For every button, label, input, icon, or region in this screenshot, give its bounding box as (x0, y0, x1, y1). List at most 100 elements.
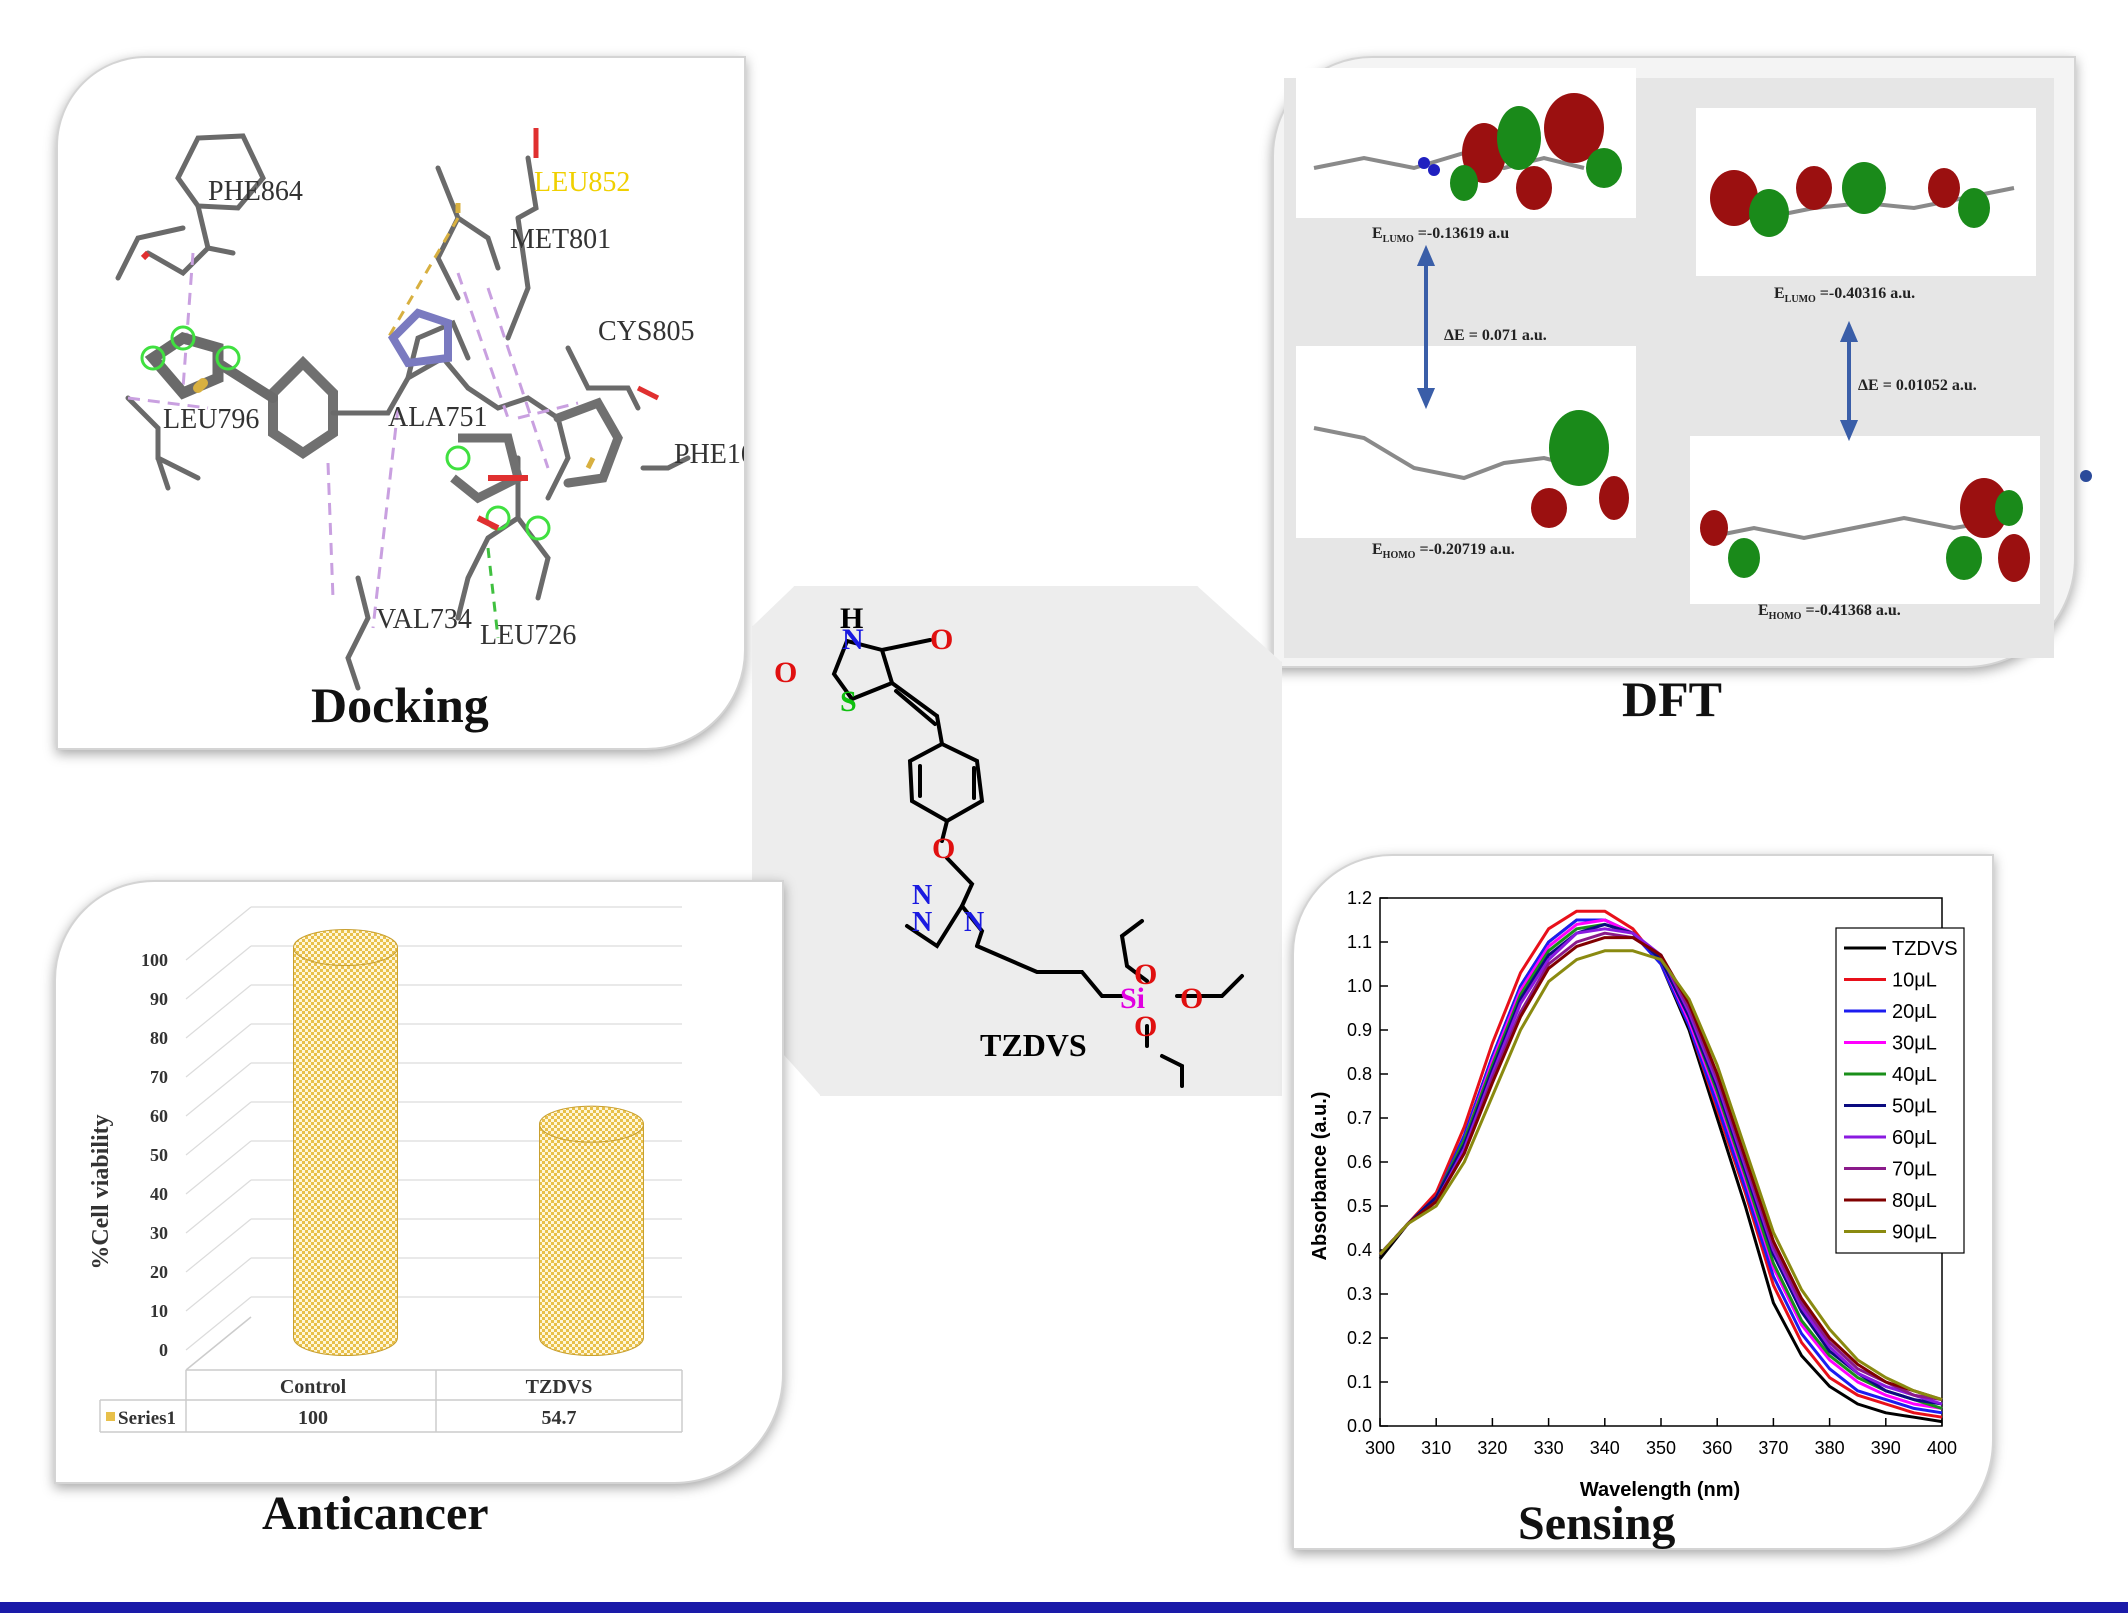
structure-name: TZDVS (980, 1027, 1087, 1063)
atom-s: S (840, 685, 857, 718)
anticancer-bar-top-control (293, 929, 398, 966)
anticancer-grid-diag (185, 1257, 252, 1312)
anticancer-panel: %Cell viability 0 10 20 30 40 50 60 70 80 90 100 C… (54, 880, 784, 1484)
residue-label-leu852: LEU852 (534, 167, 630, 198)
anticancer-grid-diag (185, 1179, 252, 1234)
anticancer-ylabel: %Cell viability (88, 1114, 114, 1269)
atom-o4: O (1134, 958, 1157, 991)
sensing-ylabel: Absorbance (a.u.) (1309, 1092, 1331, 1261)
sensing-ytick: 0.5 (1347, 1196, 1372, 1216)
docking-title: Docking (311, 677, 489, 733)
sensing-xtick: 320 (1477, 1438, 1507, 1458)
anticancer-chart: %Cell viability 0 10 20 30 40 50 60 70 80 90 100 C… (88, 906, 683, 1433)
sensing-xtick: 330 (1534, 1438, 1564, 1458)
atom-n1: N (842, 623, 864, 656)
residue-label-phe864: PHE864 (208, 176, 303, 207)
sensing-xtick: 370 (1758, 1438, 1788, 1458)
dft-right-lumo: -0.40316 a.u. (1829, 285, 1915, 302)
docking-panel: PHE864 LEU852 MET801 CYS805 LEU796 ALA75… (56, 56, 746, 750)
sensing-legend-label: 30μL (1892, 1033, 1937, 1055)
sensing-ytick: 0.7 (1347, 1108, 1372, 1128)
anticancer-table-value-tzdvs: 54.7 (542, 1407, 577, 1429)
sensing-ytick: 0.4 (1347, 1240, 1372, 1260)
dft-panel: ELUMO =-0.13619 a.u ΔE = 0.071 a.u. EHOM… (1272, 56, 2076, 668)
anticancer-ytick: 20 (150, 1262, 168, 1282)
anticancer-grid-diag (185, 1101, 252, 1156)
anticancer-ytick: 30 (150, 1223, 168, 1243)
sensing-panel: Absorbance (a.u.) Wavelength (nm) 300 310… (1292, 854, 1994, 1550)
sensing-xtick: 300 (1365, 1438, 1395, 1458)
sensing-ytick: 0.1 (1347, 1372, 1372, 1392)
anticancer-ytick: 0 (159, 1340, 168, 1360)
bullet-dot (2080, 470, 2092, 482)
atom-o6: O (1134, 1010, 1157, 1043)
residue-label-cys805: CYS805 (598, 316, 694, 347)
anticancer-grid-diag (185, 984, 252, 1039)
anticancer-grid-diag (185, 906, 252, 961)
sensing-title: Sensing (1518, 1497, 1676, 1550)
sensing-ytick: 1.2 (1347, 888, 1372, 908)
sensing-xtick: 310 (1421, 1438, 1451, 1458)
residue-label-met801: MET801 (510, 224, 611, 255)
sensing-chart: Absorbance (a.u.) Wavelength (nm) 300 310… (1309, 888, 1965, 1501)
dft-left-gap: ΔE = 0.071 a.u. (1444, 327, 1547, 344)
atom-si: Si (1120, 982, 1145, 1015)
docking-molecule-image: PHE864 LEU852 MET801 CYS805 LEU796 ALA75… (115, 128, 744, 691)
dft-left-homo: -0.20719 a.u. (1429, 541, 1515, 558)
sensing-legend-label: 50μL (1892, 1096, 1937, 1118)
anticancer-bar-top-tzdvs (539, 1105, 644, 1143)
atom-n3: N (912, 907, 932, 938)
anticancer-grid-diag (185, 1140, 252, 1195)
anticancer-grid-diag (185, 1296, 252, 1351)
anticancer-ytick: 10 (150, 1301, 168, 1321)
sensing-series-line-8 (1378, 936, 1943, 1402)
sensing-legend-label: 10μL (1892, 970, 1937, 992)
atom-o5: O (1180, 982, 1203, 1015)
dft-right-gap: ΔE = 0.01052 a.u. (1858, 377, 1977, 394)
sensing-legend-label: 70μL (1892, 1159, 1937, 1181)
anticancer-ytick: 100 (141, 950, 168, 970)
atom-o2: O (774, 656, 797, 689)
anticancer-grid-diag (185, 1062, 252, 1117)
sensing-xtick: 400 (1927, 1438, 1957, 1458)
anticancer-grid-diag (185, 945, 252, 1000)
sensing-series-line-9 (1378, 949, 1943, 1402)
sensing-ytick: 0.8 (1347, 1064, 1372, 1084)
anticancer-grid-diag (185, 1218, 252, 1273)
residue-label-leu726: LEU726 (480, 620, 576, 651)
sensing-ytick: 0.3 (1347, 1284, 1372, 1304)
sensing-legend-label: 90μL (1892, 1222, 1937, 1244)
sensing-ytick: 0.9 (1347, 1020, 1372, 1040)
structure-panel: H N O O S O N N N O O Si O TZDVS (752, 586, 1282, 1096)
anticancer-table-value-control: 100 (298, 1407, 328, 1429)
anticancer-ytick: 60 (150, 1106, 168, 1126)
atom-h: H (840, 602, 863, 635)
anticancer-bar-control (293, 947, 398, 1356)
atom-o3: O (932, 832, 955, 865)
anticancer-ytick: 80 (150, 1028, 168, 1048)
dft-title: DFT (1622, 671, 1722, 727)
residue-label-phe1004: PHE1004 (674, 439, 744, 470)
sensing-ytick: 1.0 (1347, 976, 1372, 996)
sensing-ytick: 0.2 (1347, 1328, 1372, 1348)
residue-label-ala751: ALA751 (388, 402, 488, 433)
sensing-legend-label: TZDVS (1892, 938, 1958, 960)
anticancer-ytick: 70 (150, 1067, 168, 1087)
tzdvs-structure: H N O O S O N N N O O Si O TZDVS (774, 602, 1244, 1088)
sensing-xtick: 390 (1871, 1438, 1901, 1458)
anticancer-title: Anticancer (262, 1487, 489, 1540)
residue-label-val734: VAL734 (376, 604, 472, 635)
atom-o1: O (930, 623, 953, 656)
sensing-legend-label: 40μL (1892, 1064, 1937, 1086)
anticancer-ytick: 40 (150, 1184, 168, 1204)
anticancer-series-name: Series1 (118, 1408, 176, 1429)
dft-orbitals-image: ELUMO =-0.13619 a.u ΔE = 0.071 a.u. EHOM… (1284, 68, 2054, 658)
sensing-legend-label: 80μL (1892, 1190, 1937, 1212)
sensing-ytick: 0.0 (1347, 1416, 1372, 1436)
sensing-xlabel: Wavelength (nm) (1580, 1479, 1740, 1501)
sensing-ytick: 1.1 (1347, 932, 1372, 952)
sensing-xtick: 380 (1815, 1438, 1845, 1458)
bottom-accent-bar (0, 1602, 2128, 1613)
anticancer-category-tzdvs: TZDVS (526, 1376, 593, 1398)
anticancer-ytick: 50 (150, 1145, 168, 1165)
